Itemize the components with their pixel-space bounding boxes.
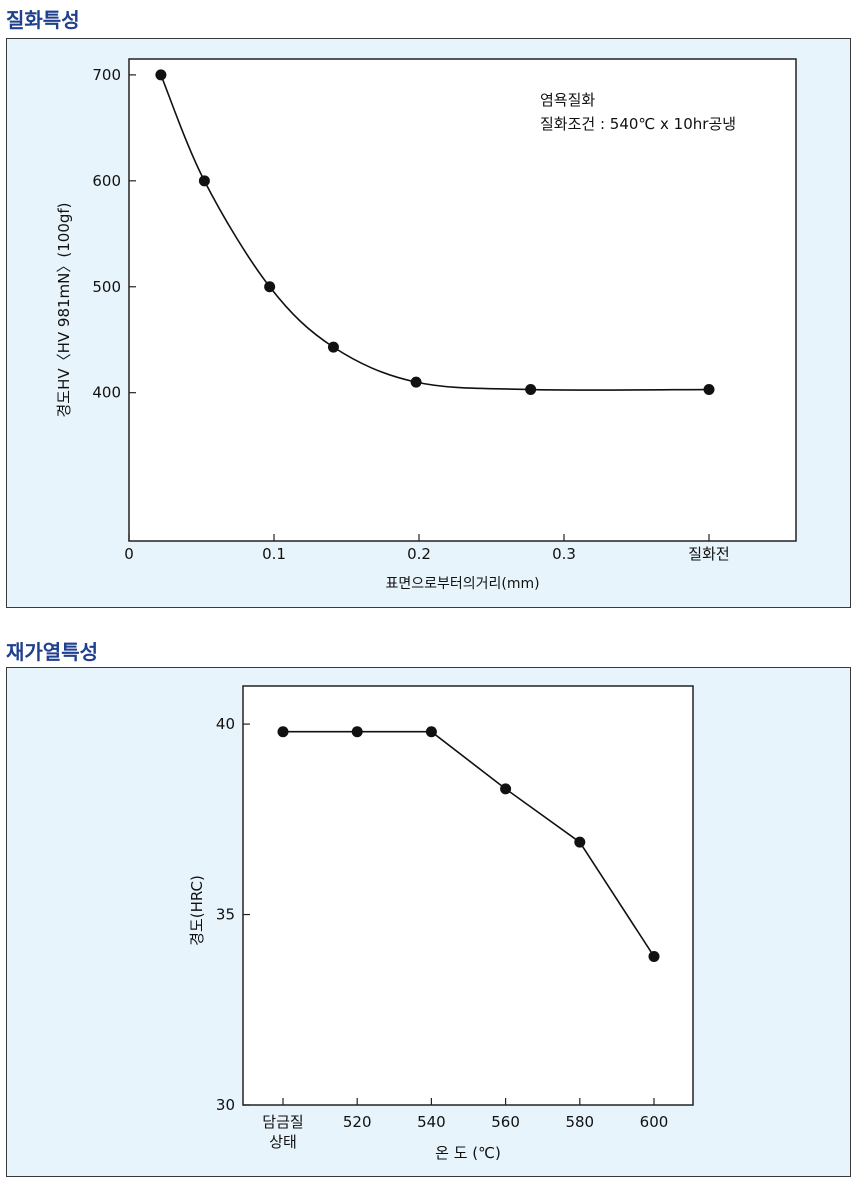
data-point bbox=[500, 783, 512, 795]
plot-area bbox=[128, 58, 797, 542]
series-line bbox=[283, 730, 655, 957]
y-tick-label: 400 bbox=[92, 384, 121, 402]
data-point bbox=[264, 281, 276, 293]
plot-area bbox=[242, 685, 694, 1106]
data-point bbox=[351, 726, 363, 738]
data-point bbox=[410, 376, 422, 388]
y-axis-label: 경도(HRC) bbox=[188, 875, 206, 946]
y-tick-label: 500 bbox=[92, 278, 121, 296]
x-tick-label: 담금질 bbox=[262, 1113, 303, 1131]
data-point bbox=[198, 175, 210, 187]
x-tick-label: 540 bbox=[417, 1113, 446, 1131]
annotation-line: 염욕질화 bbox=[540, 91, 595, 109]
y-tick-label: 30 bbox=[216, 1096, 235, 1114]
x-tick-label: 0 bbox=[124, 545, 134, 563]
data-point bbox=[277, 726, 289, 738]
x-axis-label: 온 도 (℃) bbox=[435, 1144, 501, 1162]
x-tick-label: 580 bbox=[565, 1113, 594, 1131]
y-tick-label: 700 bbox=[92, 66, 121, 84]
x-tick-label: 560 bbox=[491, 1113, 520, 1131]
annotation-line: 질화조건 : 540℃ x 10hr공냉 bbox=[540, 115, 736, 133]
x-tick-label: 0.1 bbox=[262, 545, 286, 563]
y-tick-label: 600 bbox=[92, 172, 121, 190]
section-title-nitriding: 질화특성 bbox=[6, 8, 80, 32]
x-tick-label: 520 bbox=[343, 1113, 372, 1131]
section-title-reheating: 재가열특성 bbox=[6, 640, 98, 664]
y-axis-label: 경도HV〈HV 981mN〉(100gf) bbox=[55, 202, 73, 417]
data-point bbox=[648, 950, 660, 962]
x-tick-label: 상태 bbox=[269, 1133, 297, 1151]
data-point bbox=[574, 836, 586, 848]
x-tick-label: 질화전 bbox=[688, 545, 729, 563]
x-tick-label: 600 bbox=[640, 1113, 669, 1131]
y-tick-label: 35 bbox=[216, 906, 235, 924]
data-point bbox=[703, 384, 715, 396]
x-tick-label: 0.2 bbox=[407, 545, 431, 563]
x-axis-label: 표면으로부터의거리(mm) bbox=[385, 576, 539, 592]
data-point bbox=[155, 69, 167, 81]
data-point bbox=[525, 384, 537, 396]
x-tick-label: 0.3 bbox=[552, 545, 576, 563]
y-tick-label: 40 bbox=[216, 715, 235, 733]
data-point bbox=[425, 726, 437, 738]
data-point bbox=[327, 341, 339, 353]
